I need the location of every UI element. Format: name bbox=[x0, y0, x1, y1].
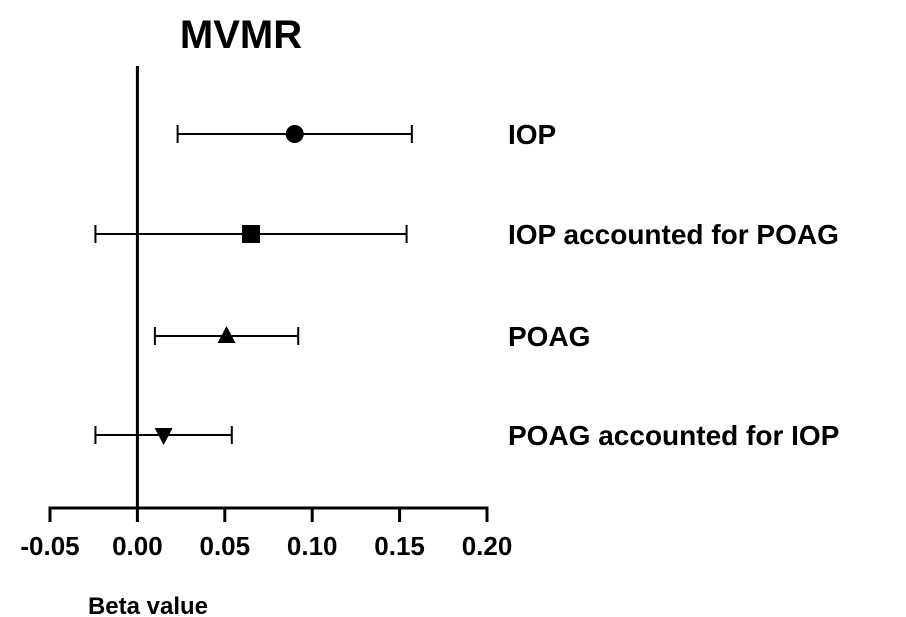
point-estimate-square bbox=[242, 225, 261, 243]
point-estimate-triangle-up bbox=[217, 326, 236, 343]
series-label: IOP bbox=[508, 119, 556, 150]
series-label: IOP accounted for POAG bbox=[508, 219, 839, 250]
point-estimate-triangle-down bbox=[154, 428, 173, 445]
x-tick-label: 0.10 bbox=[287, 531, 338, 561]
plot-area: -0.05 0.00 0.05 0.10 0.15 0.20 IOP IOP accounte… bbox=[20, 66, 839, 561]
x-tick-label: 0.15 bbox=[374, 531, 425, 561]
x-tick-label: 0.20 bbox=[462, 531, 513, 561]
x-tick-label: -0.05 bbox=[20, 531, 79, 561]
x-tick-label: 0.05 bbox=[199, 531, 250, 561]
series-label: POAG accounted for IOP bbox=[508, 420, 839, 451]
x-tick-label: 0.00 bbox=[112, 531, 163, 561]
chart-title: MVMR bbox=[180, 13, 302, 57]
x-axis-title: Beta value bbox=[88, 593, 208, 617]
series-label: POAG bbox=[508, 321, 590, 352]
point-estimate-circle bbox=[285, 125, 304, 143]
